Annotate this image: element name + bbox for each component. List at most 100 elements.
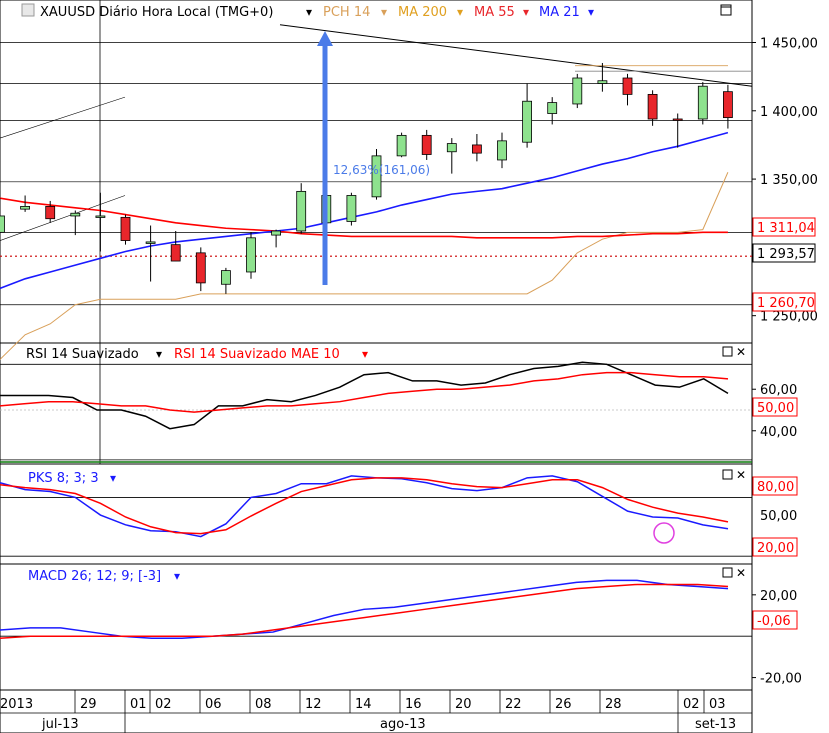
- date-tick-label: 2013: [0, 697, 33, 712]
- date-tick-label: 08: [255, 697, 272, 712]
- pks-dropdown-icon[interactable]: ▾: [110, 471, 116, 485]
- candle-body: [622, 77, 633, 95]
- month-label: ago-13: [380, 717, 426, 732]
- rsi-panel[interactable]: [0, 342, 753, 465]
- legend-ma21[interactable]: MA 21: [539, 5, 580, 20]
- candle-body: [0, 215, 5, 233]
- y-tick-label: 20,00: [760, 589, 797, 604]
- candle-body: [220, 270, 231, 285]
- macd-close-icon[interactable]: ✕: [736, 566, 746, 580]
- pch-line: [0, 172, 729, 360]
- date-tick-label: 12: [305, 697, 322, 712]
- y-tick-label: -20,00: [760, 672, 802, 687]
- candle-body: [70, 212, 81, 217]
- ma55-series: [0, 197, 728, 239]
- candle-body: [271, 230, 282, 236]
- y-tick-label: 60,00: [760, 383, 797, 398]
- month-label: set-13: [695, 717, 736, 732]
- candle-body: [296, 190, 307, 232]
- candle-body: [421, 134, 432, 155]
- ma55-dropdown-icon[interactable]: ▾: [523, 5, 529, 19]
- candle-body: [145, 241, 156, 244]
- rsi-header: RSI 14 Suavizado ▾ RSI 14 Suavizado MAE …: [26, 345, 798, 417]
- pks-close-icon[interactable]: ✕: [736, 468, 746, 482]
- candle-body: [446, 143, 457, 153]
- y-tick-label: 1 250,00: [760, 310, 818, 325]
- macd-header: MACD 26; 12; 9; [-3] ▾ ✕ -0,06: [28, 566, 798, 630]
- pks-panel[interactable]: [0, 463, 753, 565]
- ma21-dropdown-icon[interactable]: ▾: [588, 5, 594, 19]
- pch-dropdown-icon[interactable]: ▾: [381, 5, 387, 19]
- macd-title[interactable]: MACD 26; 12; 9; [-3]: [28, 569, 161, 584]
- rsi-lines: [0, 361, 752, 463]
- macd-maximize-icon[interactable]: [722, 567, 733, 578]
- month-label: jul-13: [41, 717, 79, 732]
- date-tick-label: 26: [555, 697, 572, 712]
- rsi-title[interactable]: RSI 14 Suavizado: [26, 347, 139, 362]
- measure-label: 12,63%(161,06): [333, 163, 430, 177]
- candle-body: [522, 100, 532, 143]
- candle-body: [497, 140, 507, 161]
- price-boxes: 1 311,04 1 293,57 1 260,70: [752, 217, 816, 312]
- rsi-dropdown-icon[interactable]: ▾: [156, 347, 162, 361]
- pks-title[interactable]: PKS 8; 3; 3: [28, 471, 99, 486]
- date-tick-label: 22: [505, 697, 522, 712]
- candle-body: [572, 77, 583, 105]
- price-box-last-label: 1 293,57: [757, 247, 815, 262]
- candle-body: [346, 195, 357, 222]
- macd-signal-label: -0,06: [757, 614, 791, 629]
- axis-labels: 1 450,00 1 400,00 1 350,00 1 250,00 60,00 40,…: [752, 36, 818, 687]
- ma200-dropdown-icon[interactable]: ▾: [457, 5, 463, 19]
- candle-body: [45, 206, 56, 220]
- macd-signal-box: [752, 610, 798, 630]
- ma21-series: [0, 131, 729, 290]
- rsi-mae-title[interactable]: RSI 14 Suavizado MAE 10: [174, 347, 340, 362]
- candle-body: [195, 252, 206, 284]
- candle-body: [647, 93, 658, 120]
- y-tick-label: 1 400,00: [760, 105, 818, 120]
- date-tick-label: 01: [130, 697, 147, 712]
- header-legend: XAUUSD Diário Hora Local (TMG+0) ▾ PCH 1…: [21, 3, 732, 20]
- legend-ma55[interactable]: MA 55: [474, 5, 515, 20]
- candle-body: [120, 216, 131, 241]
- pks-box-80: [752, 476, 798, 496]
- price-box-pch: [752, 292, 816, 312]
- candle-body: [246, 237, 256, 273]
- candle-body: [20, 206, 31, 210]
- candle-body: [371, 155, 382, 198]
- candle-body: [95, 215, 106, 218]
- resistance-trendline: [279, 24, 753, 87]
- symbol-label[interactable]: XAUUSD Diário Hora Local (TMG+0): [40, 5, 273, 20]
- pks-header: PKS 8; 3; 3 ▾ ✕ 80,00 50,00 20,00: [28, 468, 798, 557]
- legend-pch[interactable]: PCH 14: [323, 5, 370, 20]
- rsi-close-icon[interactable]: ✕: [736, 345, 746, 359]
- y-tick-label: 40,00: [760, 425, 797, 440]
- date-tick-label: 28: [605, 697, 622, 712]
- indicator-series: [0, 371, 729, 413]
- candle-body: [723, 91, 733, 119]
- pks-maximize-icon[interactable]: [722, 469, 733, 480]
- legend-ma200[interactable]: MA 200: [398, 5, 447, 20]
- date-tick-label: 03: [709, 697, 726, 712]
- date-tick-label: 14: [355, 697, 372, 712]
- symbol-dropdown-icon[interactable]: ▾: [306, 5, 312, 19]
- candle-body: [170, 244, 181, 262]
- rsi-maximize-icon[interactable]: [722, 346, 733, 357]
- price-box-ma55: [752, 217, 816, 237]
- ma21-line: [0, 131, 729, 290]
- trend-lines: [0, 24, 753, 241]
- rsi-value-label: 50,00: [757, 401, 794, 416]
- date-tick-label: 20: [455, 697, 472, 712]
- rsi-mae-dropdown-icon[interactable]: ▾: [362, 347, 368, 361]
- macd-dropdown-icon[interactable]: ▾: [174, 569, 180, 583]
- pks-box-80-label: 80,00: [757, 480, 794, 495]
- channel-line-1: [0, 96, 126, 139]
- candle-body: [697, 85, 708, 120]
- date-labels: 2013 29 01 02 06 08 12 14 16 20 22 26 28 02 03 jul-13 ag…: [0, 690, 752, 733]
- candle-body: [597, 80, 608, 84]
- candle-body: [672, 118, 683, 121]
- maximize-icon[interactable]: [720, 4, 732, 16]
- date-tick-label: 16: [405, 697, 422, 712]
- date-tick-label: 06: [205, 697, 222, 712]
